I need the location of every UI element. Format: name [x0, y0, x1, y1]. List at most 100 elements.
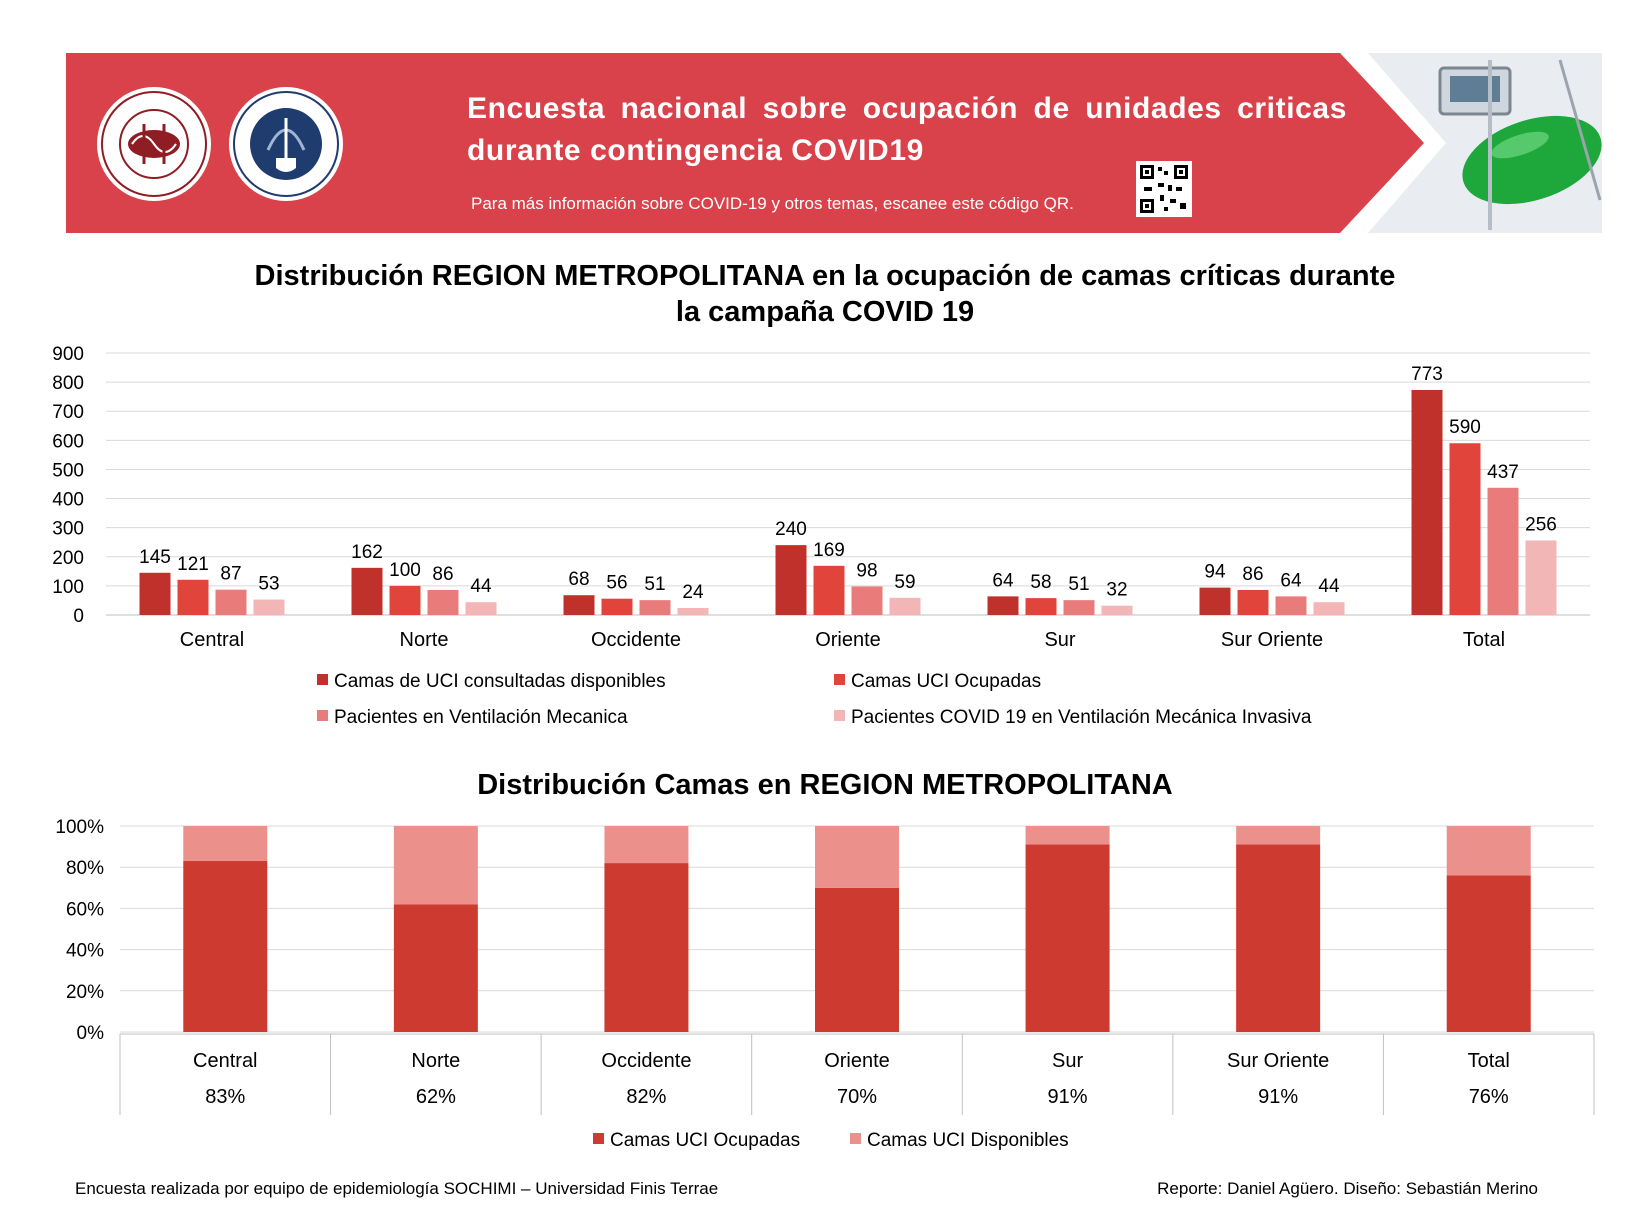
bar	[987, 596, 1019, 615]
bar-value-label: 100	[389, 560, 421, 581]
bar	[1449, 443, 1481, 615]
bar-value-label: 162	[351, 542, 383, 563]
stacked-bar-segment	[604, 863, 689, 1032]
bar	[889, 597, 921, 615]
table-value: 76%	[1469, 1086, 1509, 1108]
stacked-bar-segment	[815, 826, 899, 888]
bar	[1199, 587, 1231, 615]
legend-swatch-2	[834, 674, 845, 686]
x-tick-label: Total	[1468, 1050, 1510, 1072]
stacked-bar-segment	[1236, 826, 1321, 845]
bar	[1313, 602, 1345, 615]
stacked-percent-bar-chart: 100% 80% 60% 40% 20% 0% Central 83% Norte 62% Occi…	[55, 817, 1595, 1115]
bar	[1275, 596, 1307, 615]
chart1-title-line2: la campaña COVID 19	[675, 296, 975, 328]
legend-label-3: Pacientes en Ventilación Mecanica	[334, 707, 628, 728]
stacked-bar-segment	[815, 887, 899, 1032]
bar-value-label: 59	[894, 572, 915, 593]
legend2-item-1: Camas UCI Ocupadas	[593, 1130, 800, 1152]
bar-value-label: 121	[177, 554, 209, 575]
stacked-bar-segment	[604, 826, 689, 864]
table-value: 91%	[1048, 1086, 1088, 1108]
bar	[139, 572, 171, 615]
green-bag-image	[1462, 115, 1602, 205]
finis-terrae-logo	[229, 87, 343, 201]
table-value: 91%	[1258, 1086, 1298, 1108]
bar-value-label: 437	[1487, 462, 1519, 483]
bar-value-label: 590	[1449, 417, 1481, 438]
y-tick-label: 300	[52, 519, 84, 540]
bar	[177, 579, 209, 615]
qr-code	[1136, 161, 1192, 217]
legend-label-4: Pacientes COVID 19 en Ventilación Mecáni…	[851, 707, 1312, 728]
bar-value-label: 44	[470, 576, 492, 597]
bar	[427, 589, 459, 615]
bar	[1411, 389, 1443, 615]
x-tick-label: Sur	[1044, 629, 1075, 651]
table-value: 82%	[626, 1086, 666, 1108]
grouped-bar-chart: 900 800 700 600 500 400 300 200 100 0 145 121 87 53 Ce…	[52, 344, 1590, 651]
stacked-bar-segment	[183, 861, 268, 1032]
bar	[851, 586, 883, 615]
y-tick-label: 700	[52, 402, 84, 423]
bar	[601, 598, 633, 615]
bar-value-label: 86	[432, 564, 453, 585]
bar-value-label: 24	[682, 582, 704, 603]
y-tick-label: 500	[52, 460, 84, 481]
bar	[351, 567, 383, 615]
x-tick-label: Oriente	[824, 1050, 890, 1072]
chart1-title: Distribución REGION METROPOLITANA en la …	[0, 258, 1650, 330]
x-tick-label: Central	[180, 629, 244, 651]
x-tick-label: Norte	[400, 629, 449, 651]
y-tick-label: 20%	[66, 982, 104, 1003]
legend-label-1: Camas de UCI consultadas disponibles	[334, 671, 666, 692]
bar-value-label: 98	[856, 560, 877, 581]
stacked-bar-segment	[1236, 844, 1321, 1032]
y-tick-label: 0	[73, 606, 84, 627]
sochimi-logo	[97, 87, 211, 201]
legend-swatch-1	[317, 674, 328, 686]
stacked-bar-segment	[1446, 826, 1531, 876]
table-value: 83%	[205, 1086, 245, 1108]
bar-value-label: 68	[568, 569, 589, 590]
banner-subtitle: Para más información sobre COVID-19 y ot…	[471, 194, 1074, 213]
y-tick-label: 200	[52, 548, 84, 569]
legend2-label-2: Camas UCI Disponibles	[867, 1130, 1069, 1151]
bar-value-label: 87	[220, 564, 241, 585]
legend-item-4: Pacientes COVID 19 en Ventilación Mecáni…	[834, 707, 1311, 729]
legend2-label-1: Camas UCI Ocupadas	[610, 1130, 801, 1151]
bar	[563, 595, 595, 615]
table-value: 62%	[416, 1086, 456, 1108]
bar-value-label: 256	[1525, 514, 1557, 535]
bar-value-label: 51	[1068, 574, 1089, 595]
bar-value-label: 145	[139, 547, 171, 568]
y-tick-label: 800	[52, 373, 84, 394]
x-tick-label: Oriente	[815, 629, 881, 651]
x-tick-label: Total	[1463, 629, 1505, 651]
y-tick-label: 80%	[66, 858, 104, 879]
x-tick-label: Sur Oriente	[1221, 629, 1323, 651]
stacked-bar-segment	[1446, 875, 1531, 1032]
y-tick-label: 900	[52, 344, 84, 365]
bar-value-label: 64	[1280, 570, 1302, 591]
legend-swatch-4	[834, 710, 845, 722]
x-tick-label: Occidente	[601, 1050, 691, 1072]
y-tick-label: 100	[52, 577, 84, 598]
legend-label-2: Camas UCI Ocupadas	[851, 671, 1042, 692]
bar	[389, 585, 421, 615]
legend2-swatch-1	[593, 1133, 604, 1145]
bar-value-label: 94	[1204, 562, 1226, 583]
bar-value-label: 44	[1318, 576, 1340, 597]
x-tick-label: Occidente	[591, 629, 681, 651]
banner	[66, 53, 1602, 233]
bar-value-label: 86	[1242, 564, 1263, 585]
bar	[215, 589, 247, 615]
bar-value-label: 58	[1030, 572, 1051, 593]
bar-value-label: 56	[606, 573, 627, 594]
bar	[1063, 600, 1095, 615]
y-tick-label: 60%	[66, 899, 104, 920]
bar	[775, 545, 807, 615]
legend-item-2: Camas UCI Ocupadas	[834, 671, 1041, 693]
bar	[1525, 540, 1557, 615]
bar	[813, 565, 845, 615]
